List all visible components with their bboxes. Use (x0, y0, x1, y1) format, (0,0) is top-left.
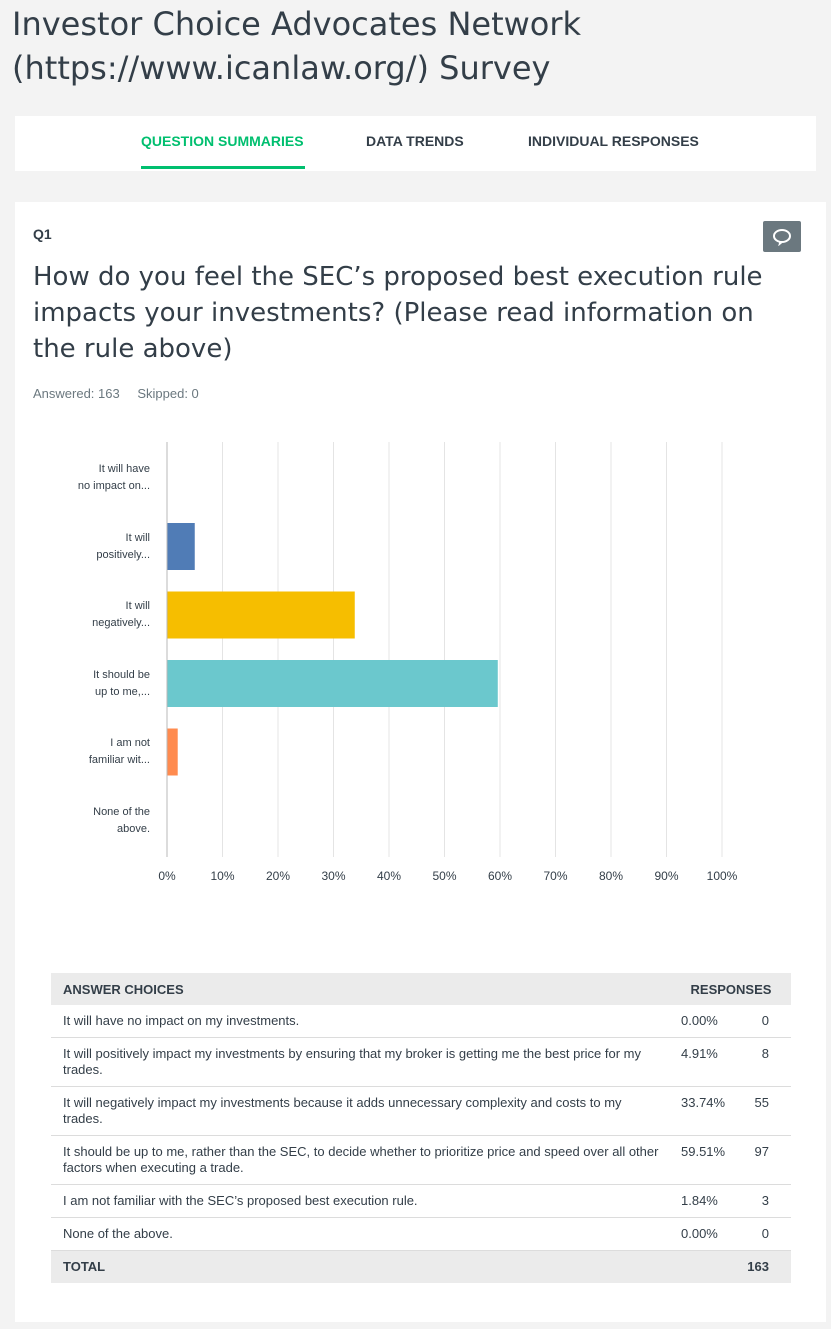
total-percent-cell (671, 1250, 741, 1283)
category-label-line: up to me,... (94, 685, 150, 698)
category-label-line: above. (116, 822, 150, 835)
x-tick-label: 20% (265, 869, 291, 883)
x-tick-label: 90% (654, 869, 679, 883)
category-label-line: no impact on... (77, 480, 150, 492)
skipped-count: Skipped: 0 (137, 386, 199, 401)
response-percent: 4.91% (671, 1037, 741, 1087)
response-count: 97 (741, 1135, 791, 1185)
x-tick-label: 60% (487, 869, 513, 883)
answer-choice-text: It should be up to me, rather than the S… (51, 1135, 671, 1185)
speech-bubble-icon (773, 228, 791, 246)
answer-choice-text: None of the above. (51, 1217, 671, 1251)
table-row: None of the above. 0.00% 0 (51, 1217, 791, 1251)
table-row: It should be up to me, rather than the S… (51, 1135, 791, 1185)
category-label-line: familiar wit... (88, 754, 150, 766)
category-label-line: negatively... (92, 617, 150, 629)
bar-chart-svg (166, 442, 723, 857)
answer-choice-text: It will have no impact on my investments… (51, 1005, 671, 1038)
x-tick-label: 80% (598, 869, 624, 883)
category-label-line: It should be (93, 668, 150, 681)
bar[interactable] (167, 728, 178, 776)
tab-question-summaries[interactable]: QUESTION SUMMARIES (141, 133, 304, 149)
tab-individual-responses[interactable]: INDIVIDUAL RESPONSES (528, 133, 699, 149)
active-tab-indicator (141, 166, 305, 169)
response-count: 0 (741, 1217, 791, 1251)
answer-choice-text: It will positively impact my investments… (51, 1037, 671, 1087)
table-row: I am not familiar with the SEC’s propose… (51, 1184, 791, 1218)
answer-choice-text: I am not familiar with the SEC’s propose… (51, 1184, 671, 1218)
bar[interactable] (167, 660, 498, 707)
category-label: It will positively... (10, 530, 150, 564)
x-tick-label: 40% (376, 869, 402, 883)
total-label: TOTAL (51, 1250, 671, 1283)
table-row: It will positively impact my investments… (51, 1037, 791, 1087)
answer-choices-header: ANSWER CHOICES (51, 973, 671, 1005)
tab-data-trends[interactable]: DATA TRENDS (366, 133, 464, 149)
response-percent: 0.00% (671, 1217, 741, 1251)
category-label-line: It will have (98, 463, 150, 475)
response-count: 55 (741, 1086, 791, 1136)
tab-bar: QUESTION SUMMARIES DATA TRENDS INDIVIDUA… (15, 116, 816, 171)
category-label-line: I am not (110, 737, 150, 749)
response-percent: 0.00% (671, 1005, 741, 1038)
answer-table: ANSWER CHOICES RESPONSES It will have no… (51, 973, 791, 1283)
category-label-line: positively... (96, 548, 150, 561)
total-count: 163 (741, 1250, 791, 1283)
x-tick-label: 0% (158, 869, 176, 883)
category-label-line: It will (125, 600, 150, 612)
response-count: 0 (741, 1005, 791, 1038)
bar[interactable] (167, 523, 195, 570)
category-label: It will negatively... (10, 598, 150, 632)
bar-chart: 0% 10% 20% 30% 40% 50% 60% 70% 80% 90% 100% It will… (15, 432, 826, 892)
response-count: 8 (741, 1037, 791, 1087)
category-label-line: None of the (93, 805, 150, 818)
table-row: It will have no impact on my investments… (51, 1005, 791, 1038)
question-text: How do you feel the SEC’s proposed best … (33, 262, 763, 364)
x-tick-label: 70% (543, 869, 568, 883)
responses-header: RESPONSES (671, 973, 791, 1005)
category-label: It should be up to me,... (10, 667, 150, 701)
x-tick-label: 30% (321, 869, 346, 883)
table-body: It will have no impact on my investments… (51, 1005, 791, 1283)
response-percent: 59.51% (671, 1135, 741, 1185)
page-title: Investor Choice Advocates Network (https… (12, 5, 582, 87)
category-label: None of the above. (10, 804, 150, 838)
table-header-row: ANSWER CHOICES RESPONSES (51, 973, 791, 1005)
answered-count: Answered: 163 (33, 386, 120, 401)
category-label-line: It will (125, 531, 150, 544)
total-row: TOTAL 163 (51, 1250, 791, 1283)
question-number: Q1 (33, 226, 52, 242)
response-percent: 33.74% (671, 1086, 741, 1136)
response-percent: 1.84% (671, 1184, 741, 1218)
response-count: 3 (741, 1184, 791, 1218)
category-label: I am not familiar wit... (10, 735, 150, 769)
answered-summary: Answered: 163 Skipped: 0 (33, 386, 213, 401)
x-tick-label: 100% (706, 869, 738, 883)
answer-choice-text: It will negatively impact my investments… (51, 1086, 671, 1136)
table-row: It will negatively impact my investments… (51, 1086, 791, 1136)
x-tick-label: 10% (210, 869, 235, 883)
question-card: Q1 How do you feel the SEC’s proposed be… (15, 202, 826, 1322)
category-label: It will have no impact on... (10, 461, 150, 495)
bar[interactable] (167, 591, 355, 639)
x-tick-label: 50% (432, 869, 457, 883)
comment-button[interactable] (763, 221, 801, 252)
